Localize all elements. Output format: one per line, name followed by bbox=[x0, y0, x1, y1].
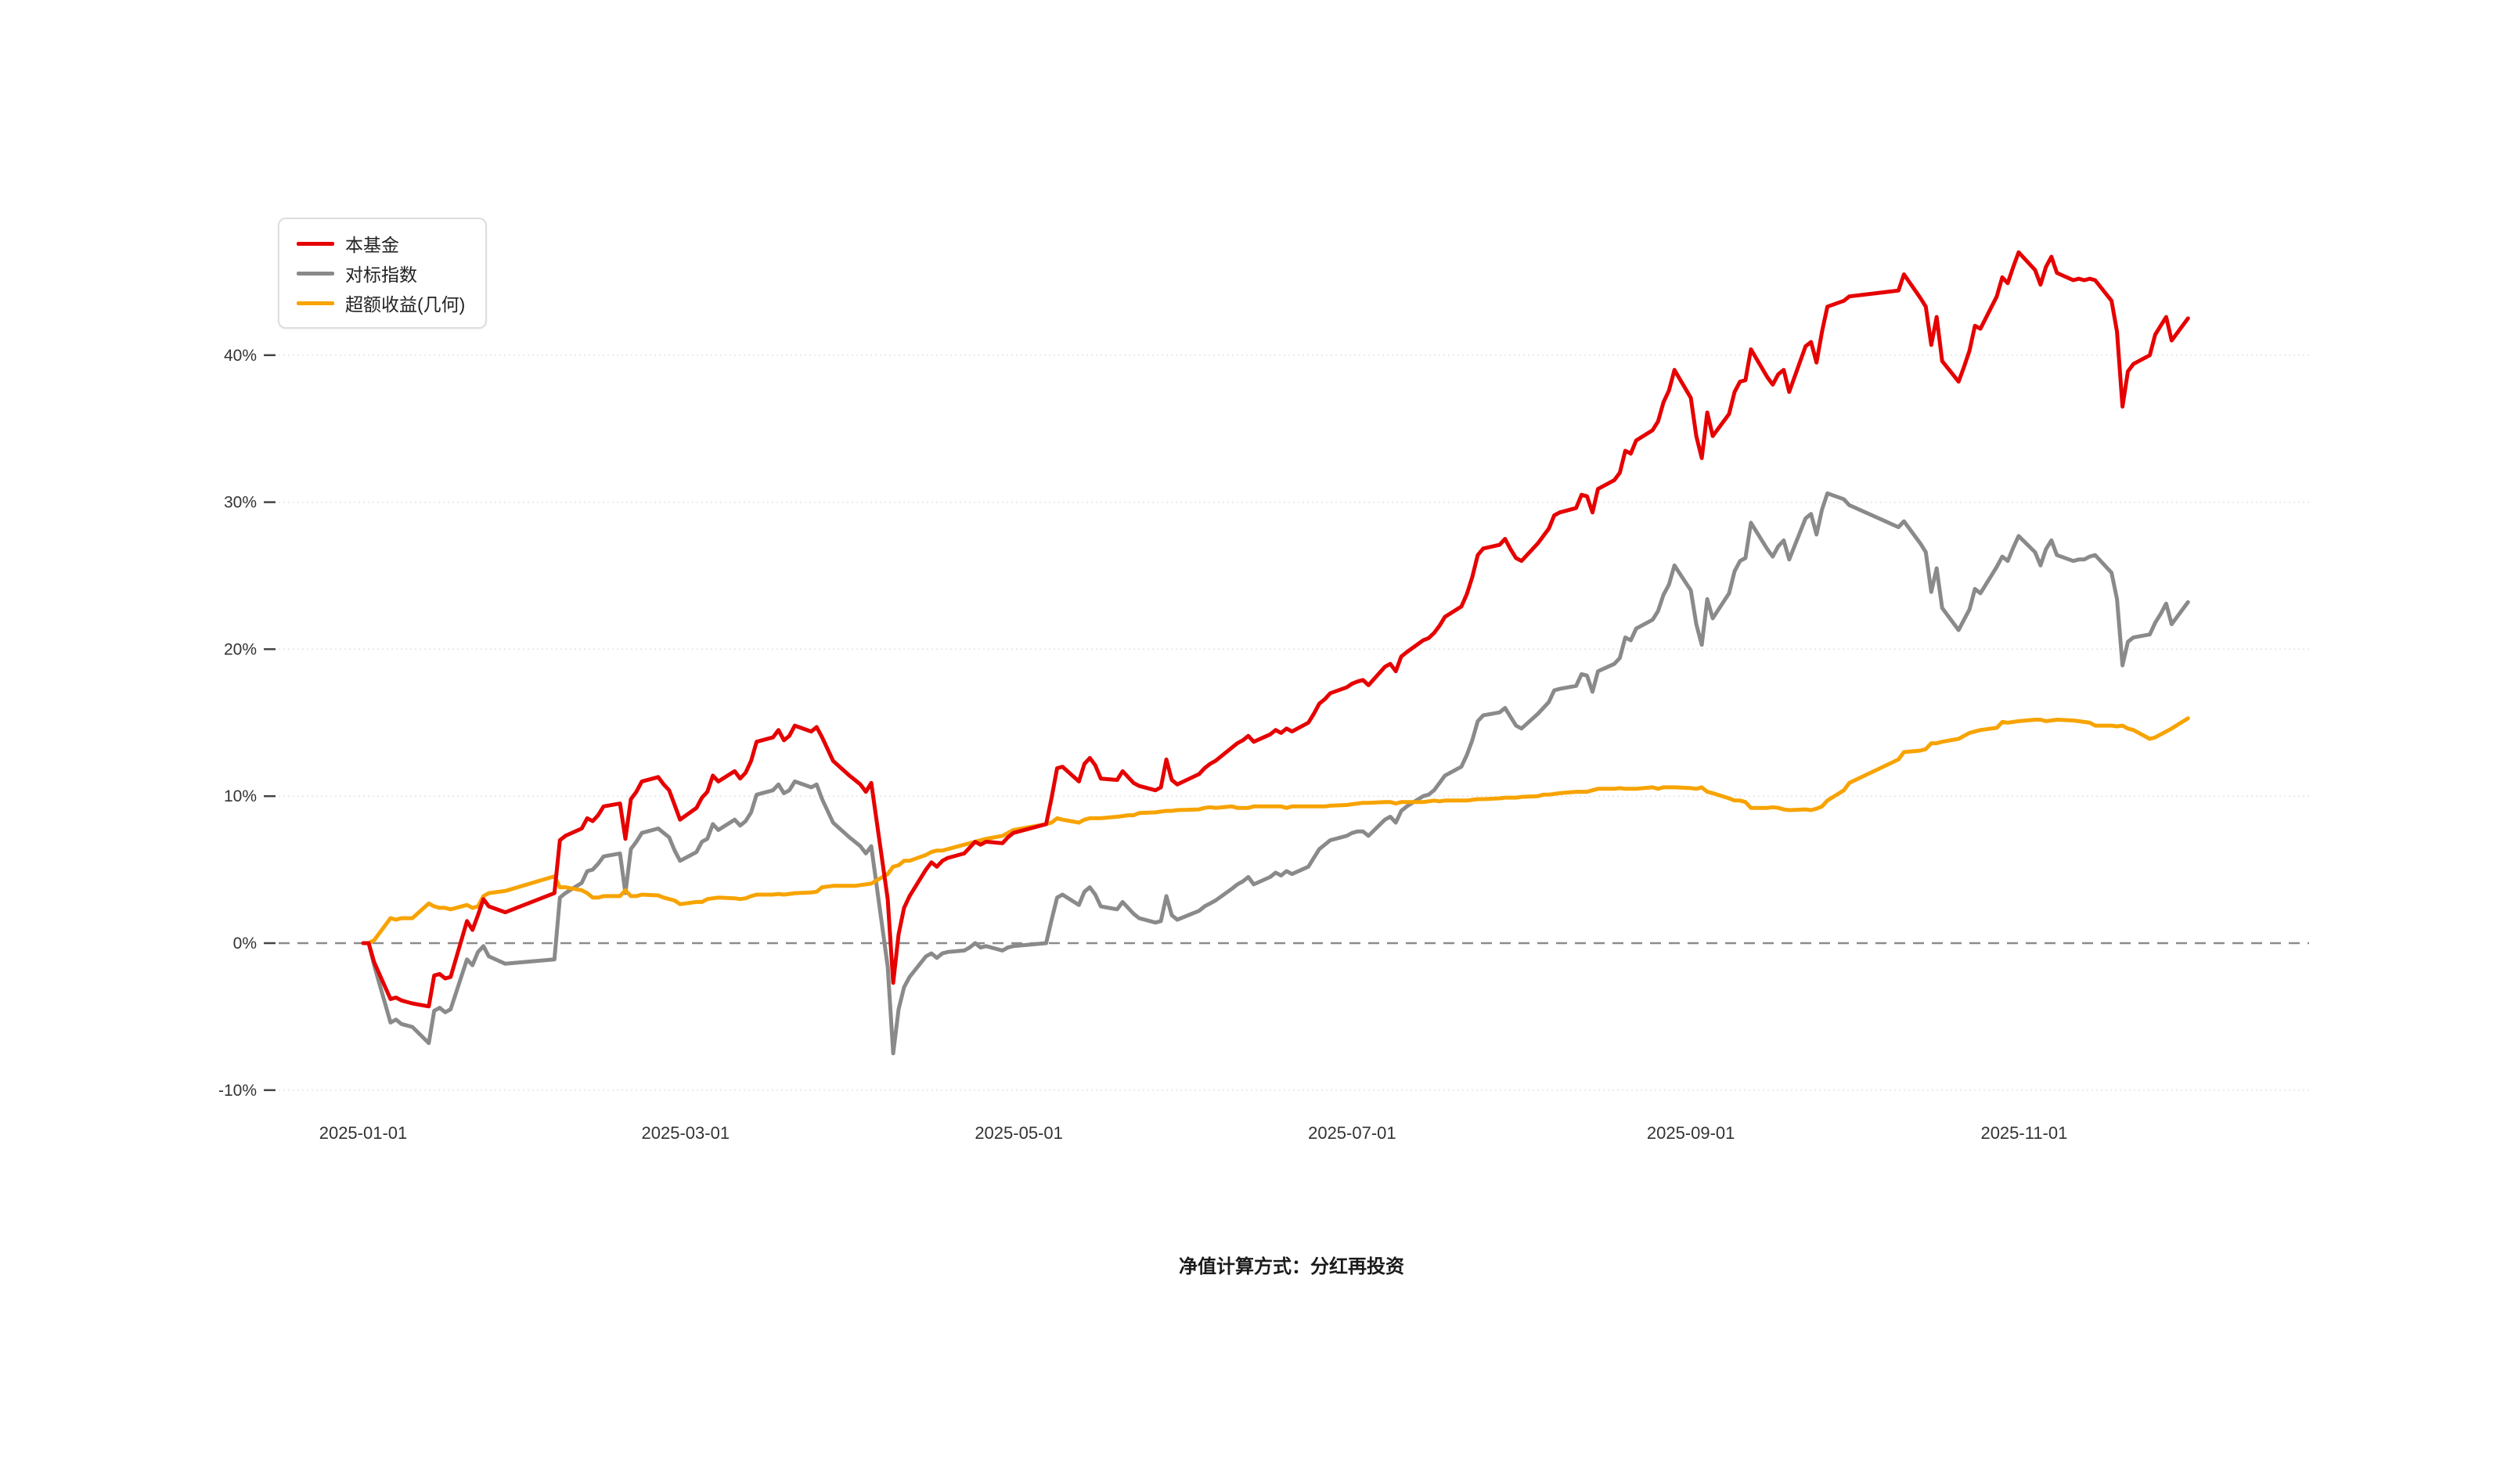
legend-label-excess: 超额收益(几何) bbox=[345, 294, 466, 315]
excess-line-swatch-icon bbox=[297, 301, 334, 305]
fund-line-swatch-icon bbox=[297, 241, 334, 246]
y-axis-label: 30% bbox=[224, 494, 257, 512]
legend-item-fund[interactable]: 本基金 bbox=[297, 229, 465, 258]
chart-legend: 本基金 对标指数 超额收益(几何) bbox=[278, 218, 488, 329]
x-axis-label: 2025-05-01 bbox=[975, 1123, 1063, 1143]
benchmark-line-swatch-icon bbox=[297, 271, 334, 276]
x-axis-label: 2025-03-01 bbox=[642, 1123, 730, 1143]
y-axis-label: 40% bbox=[224, 347, 257, 365]
nav-calculation-note: 净值计算方式：分红再投资 bbox=[1179, 1256, 1404, 1277]
excess-line[interactable] bbox=[361, 716, 2190, 946]
benchmark-line[interactable] bbox=[361, 491, 2190, 1056]
y-axis-label: 0% bbox=[233, 935, 257, 953]
x-axis-label: 2025-11-01 bbox=[1980, 1123, 2067, 1143]
y-axis-label: -10% bbox=[218, 1082, 257, 1100]
fund-line[interactable] bbox=[361, 250, 2190, 1009]
x-axis-label: 2025-09-01 bbox=[1647, 1123, 1735, 1143]
legend-label-fund: 本基金 bbox=[345, 235, 399, 255]
y-axis-label: 20% bbox=[224, 640, 257, 658]
legend-label-benchmark: 对标指数 bbox=[345, 265, 417, 285]
x-axis-label: 2025-01-01 bbox=[319, 1123, 408, 1143]
legend-item-excess[interactable]: 超额收益(几何) bbox=[297, 288, 465, 318]
legend-item-benchmark[interactable]: 对标指数 bbox=[297, 258, 465, 288]
y-axis-label: 10% bbox=[224, 787, 257, 805]
x-axis-label: 2025-07-01 bbox=[1308, 1123, 1396, 1143]
